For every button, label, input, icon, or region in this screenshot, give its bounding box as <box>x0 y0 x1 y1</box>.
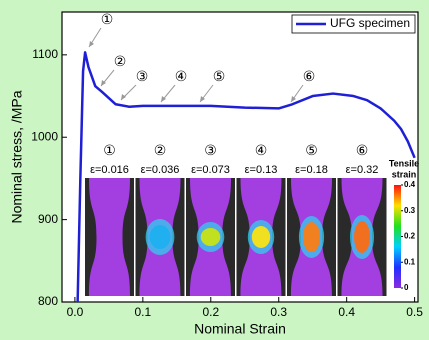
x-tick-label: 0.3 <box>270 305 287 319</box>
annotation: ④ <box>175 69 188 85</box>
annotation: ⑥ <box>303 69 316 85</box>
colorbar-tick-label: 0.1 <box>404 257 416 266</box>
y-axis-label: Nominal stress, /MPa <box>9 90 25 223</box>
strain-core <box>201 228 221 246</box>
inset-label: ε=0.32 <box>346 164 379 176</box>
colorbar-label: strain <box>392 169 417 179</box>
colorbar-tick-label: 0.4 <box>404 180 416 189</box>
inset-marker: ⑥ <box>356 143 369 159</box>
colorbar <box>394 185 401 288</box>
x-tick-label: 0.2 <box>202 305 219 319</box>
chart: Nominal Strain Nominal stress, /MPa 0.0 0… <box>0 0 429 340</box>
strain-core <box>252 226 270 248</box>
inset-marker: ④ <box>255 143 268 159</box>
colorbar-tick-label: 0.2 <box>404 232 416 241</box>
y-tick-label: 1100 <box>32 47 58 61</box>
x-tick-label: 0.5 <box>406 305 423 319</box>
x-tick-label: 0.4 <box>338 305 355 319</box>
x-tick-label: 0.1 <box>135 305 152 319</box>
colorbar-tick-label: 0 <box>404 283 409 292</box>
inset-label: ε=0.036 <box>141 164 180 176</box>
annotation: ③ <box>136 69 149 85</box>
inset-marker: ③ <box>204 143 217 159</box>
inset-label: ε=0.18 <box>295 164 328 176</box>
inset-marker: ② <box>154 143 167 159</box>
annotation: ① <box>101 12 114 28</box>
inset-marker: ⑤ <box>305 143 318 159</box>
colorbar-tick-label: 0.3 <box>404 206 416 215</box>
strain-core <box>150 225 171 249</box>
annotation: ② <box>114 54 127 70</box>
y-tick-label: 900 <box>38 212 58 226</box>
y-tick-label: 1000 <box>31 129 58 143</box>
y-tick-label: 800 <box>38 294 58 308</box>
inset-marker: ① <box>103 143 116 159</box>
annotation: ⑤ <box>213 69 226 85</box>
inset-label: ε=0.073 <box>191 164 230 176</box>
inset-label: ε=0.016 <box>90 164 129 176</box>
legend-label: UFG specimen <box>330 16 410 30</box>
colorbar-label: Tensile <box>389 158 419 168</box>
x-tick-label: 0.0 <box>67 305 84 319</box>
inset-label: ε=0.13 <box>245 164 278 176</box>
strain-core <box>303 222 320 252</box>
x-axis-label: Nominal Strain <box>194 321 286 337</box>
strain-core <box>354 221 370 253</box>
